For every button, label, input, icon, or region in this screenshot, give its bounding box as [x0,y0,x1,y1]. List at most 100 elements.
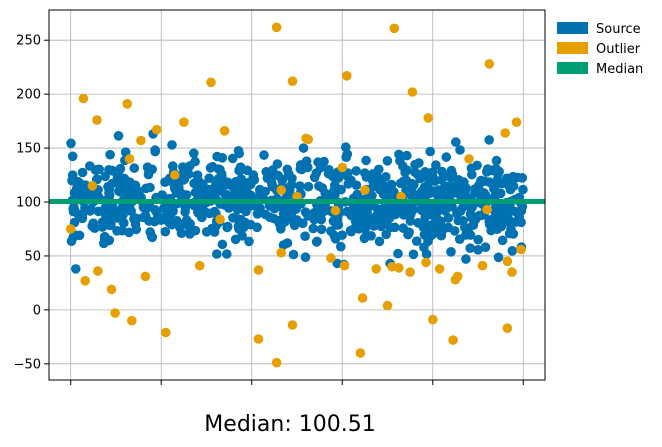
source-point [165,210,176,221]
outlier-point [92,115,102,125]
source-point [455,206,466,216]
outlier-point [394,263,404,273]
source-point [381,172,391,182]
source-point [90,165,101,175]
legend-swatch-outlier [557,42,588,54]
outlier-point [127,315,137,326]
legend-swatch-source [557,22,588,34]
source-point [411,236,422,246]
source-point [231,176,241,187]
source-point [141,203,152,214]
outlier-point [339,260,350,271]
outlier-point [389,23,400,34]
source-point [381,229,392,240]
source-point [419,182,430,192]
source-point [193,207,203,218]
outlier-point [477,260,488,271]
source-point [360,224,371,234]
source-point [227,153,238,164]
source-point [237,217,248,228]
source-point [330,234,341,244]
outlier-point [502,323,513,334]
source-point [167,140,177,150]
source-point [150,205,160,215]
outlier-point [271,22,282,33]
source-point [288,249,299,260]
source-point [104,185,114,195]
source-point [342,171,352,181]
source-point [494,166,505,177]
source-point [112,209,123,219]
source-point [492,224,503,234]
outlier-point [342,71,352,81]
source-point [333,173,344,183]
outlier-point [330,205,341,216]
source-point [222,190,232,200]
source-point [232,204,243,215]
source-point [97,222,108,232]
source-point [358,208,369,218]
source-point [441,152,452,162]
source-point [160,226,171,237]
source-point [419,230,430,240]
source-point [115,163,126,174]
source-point [73,209,84,220]
source-point [291,204,301,214]
source-point [361,172,372,182]
outlier-point [337,162,348,173]
source-point [443,213,454,223]
outlier-point [161,327,171,338]
source-point [279,212,290,223]
source-point [400,167,410,178]
source-point [80,180,91,190]
source-point [502,211,513,221]
outlier-point [93,266,103,276]
legend-label-median: Median [596,62,643,77]
source-point [300,252,311,262]
source-point [507,246,518,256]
source-point [381,191,391,201]
source-point [212,249,222,259]
outlier-point [428,314,438,325]
outlier-point [87,181,98,191]
source-point [230,234,241,245]
source-point [451,137,461,147]
outlier-point [484,59,495,69]
source-point [222,221,233,232]
source-point [201,227,212,237]
source-point [447,202,457,212]
source-point [398,223,409,233]
source-point [69,188,80,198]
legend-label-outlier: Outlier [596,42,641,57]
source-point [372,204,383,214]
source-point [410,159,420,170]
source-point [205,163,216,173]
source-point [484,135,495,145]
outlier-point [405,267,415,277]
source-point [189,148,199,159]
source-point [463,223,474,233]
source-point [346,210,357,221]
source-point [465,243,476,253]
source-point [316,224,327,235]
source-point [93,206,104,217]
source-point [147,164,157,175]
outlier-point [287,76,298,86]
outlier-point [170,170,180,180]
source-point [374,236,385,247]
outlier-point [434,264,445,274]
source-point [473,234,484,245]
legend-swatch-median [557,62,588,74]
source-point [425,146,436,157]
source-point [453,185,464,196]
source-point [252,209,263,219]
source-point [361,155,371,166]
source-point [470,188,480,198]
outlier-point [382,300,393,311]
source-point [437,166,447,177]
source-point [402,150,412,161]
source-point [493,252,504,263]
source-point [190,156,200,167]
source-point [73,176,83,187]
source-point [484,177,495,187]
